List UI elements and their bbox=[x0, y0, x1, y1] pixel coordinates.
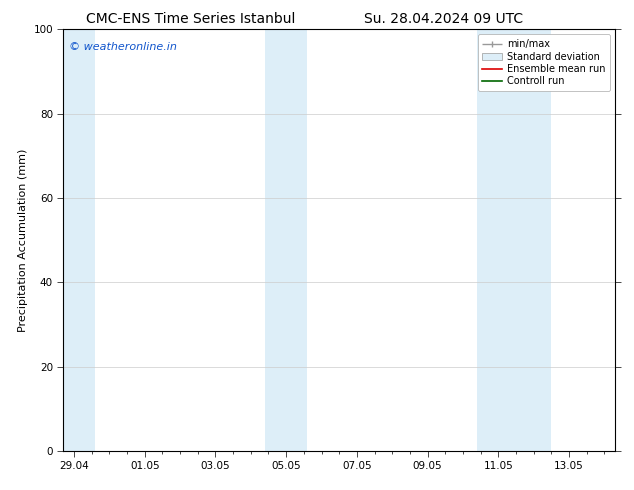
Bar bbox=[477, 29, 552, 451]
Bar bbox=[265, 29, 307, 451]
Text: CMC-ENS Time Series Istanbul: CMC-ENS Time Series Istanbul bbox=[86, 12, 295, 26]
Bar bbox=[63, 29, 95, 451]
Legend: min/max, Standard deviation, Ensemble mean run, Controll run: min/max, Standard deviation, Ensemble me… bbox=[477, 34, 610, 91]
Text: Su. 28.04.2024 09 UTC: Su. 28.04.2024 09 UTC bbox=[365, 12, 523, 26]
Text: © weatheronline.in: © weatheronline.in bbox=[69, 42, 177, 52]
Y-axis label: Precipitation Accumulation (mm): Precipitation Accumulation (mm) bbox=[18, 148, 28, 332]
